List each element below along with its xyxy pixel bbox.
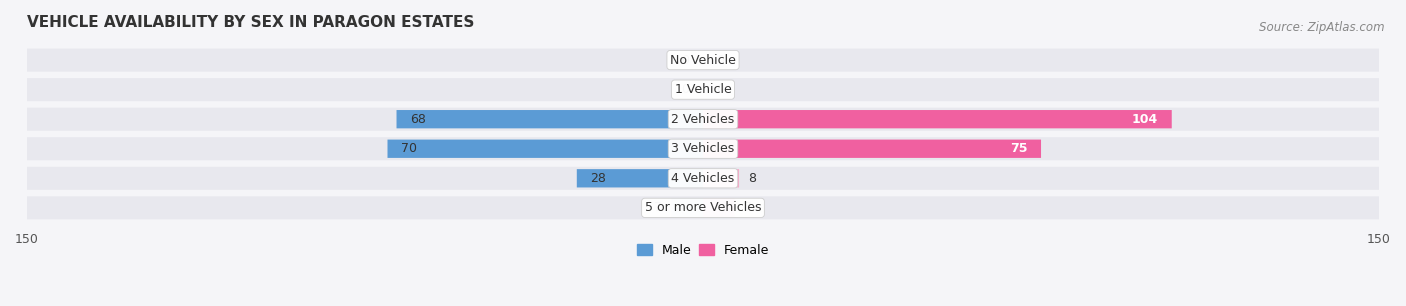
- Text: 3 Vehicles: 3 Vehicles: [672, 142, 734, 155]
- Text: 7: 7: [654, 201, 662, 214]
- FancyBboxPatch shape: [27, 167, 1379, 190]
- FancyBboxPatch shape: [703, 110, 1171, 128]
- Text: 68: 68: [411, 113, 426, 126]
- FancyBboxPatch shape: [703, 199, 734, 217]
- Text: 0: 0: [682, 54, 689, 67]
- Text: 4 Vehicles: 4 Vehicles: [672, 172, 734, 185]
- Text: VEHICLE AVAILABILITY BY SEX IN PARAGON ESTATES: VEHICLE AVAILABILITY BY SEX IN PARAGON E…: [27, 15, 474, 30]
- FancyBboxPatch shape: [27, 49, 1379, 72]
- Text: 5 or more Vehicles: 5 or more Vehicles: [645, 201, 761, 214]
- FancyBboxPatch shape: [27, 108, 1379, 131]
- Text: 0: 0: [717, 54, 724, 67]
- Text: 2 Vehicles: 2 Vehicles: [672, 113, 734, 126]
- FancyBboxPatch shape: [703, 140, 1040, 158]
- FancyBboxPatch shape: [672, 199, 703, 217]
- Legend: Male, Female: Male, Female: [631, 239, 775, 262]
- Text: 75: 75: [1010, 142, 1028, 155]
- Text: 104: 104: [1132, 113, 1159, 126]
- FancyBboxPatch shape: [703, 169, 740, 188]
- FancyBboxPatch shape: [576, 169, 703, 188]
- Text: 1 Vehicle: 1 Vehicle: [675, 83, 731, 96]
- FancyBboxPatch shape: [396, 110, 703, 128]
- Text: 0: 0: [682, 83, 689, 96]
- FancyBboxPatch shape: [27, 137, 1379, 160]
- FancyBboxPatch shape: [27, 196, 1379, 219]
- Text: 8: 8: [748, 172, 756, 185]
- Text: Source: ZipAtlas.com: Source: ZipAtlas.com: [1260, 21, 1385, 34]
- Text: 28: 28: [591, 172, 606, 185]
- Text: 70: 70: [401, 142, 418, 155]
- FancyBboxPatch shape: [388, 140, 703, 158]
- Text: 0: 0: [717, 83, 724, 96]
- Text: No Vehicle: No Vehicle: [671, 54, 735, 67]
- FancyBboxPatch shape: [27, 78, 1379, 101]
- Text: 7: 7: [744, 201, 752, 214]
